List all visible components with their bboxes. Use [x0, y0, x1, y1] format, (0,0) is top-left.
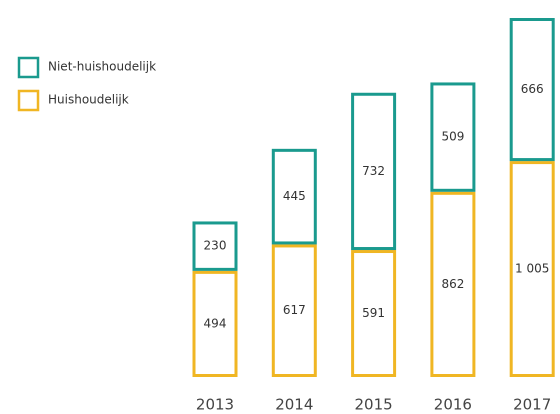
bar-segment — [351, 250, 397, 378]
value-label: 494 — [204, 316, 227, 330]
x-tick-label: 2016 — [434, 396, 472, 414]
x-tick-label: 2014 — [275, 396, 313, 414]
bar-segment — [351, 92, 397, 251]
bar-segment — [509, 161, 555, 377]
bar-segment — [271, 244, 317, 377]
bar-segment — [430, 82, 476, 192]
bar-segment — [509, 18, 555, 162]
bar-segment — [192, 221, 238, 271]
value-label: 862 — [441, 277, 464, 291]
value-label: 445 — [283, 189, 306, 203]
bar-segment — [192, 270, 238, 378]
x-tick-label: 2015 — [355, 396, 393, 414]
legend-label: Niet-huishoudelijk — [48, 60, 156, 74]
bar-segment — [271, 148, 317, 245]
value-label: 732 — [362, 164, 385, 178]
x-tick-label: 2013 — [196, 396, 234, 414]
legend-swatch — [17, 89, 40, 112]
legend-label: Huishoudelijk — [48, 93, 129, 107]
value-label: 591 — [362, 306, 385, 320]
value-label: 666 — [521, 82, 544, 96]
value-label: 1 005 — [515, 262, 549, 276]
value-label: 617 — [283, 303, 306, 317]
value-label: 509 — [441, 130, 464, 144]
x-tick-label: 2017 — [513, 396, 551, 414]
bar-segment — [430, 191, 476, 377]
value-label: 230 — [204, 239, 227, 253]
legend-swatch — [17, 56, 40, 79]
